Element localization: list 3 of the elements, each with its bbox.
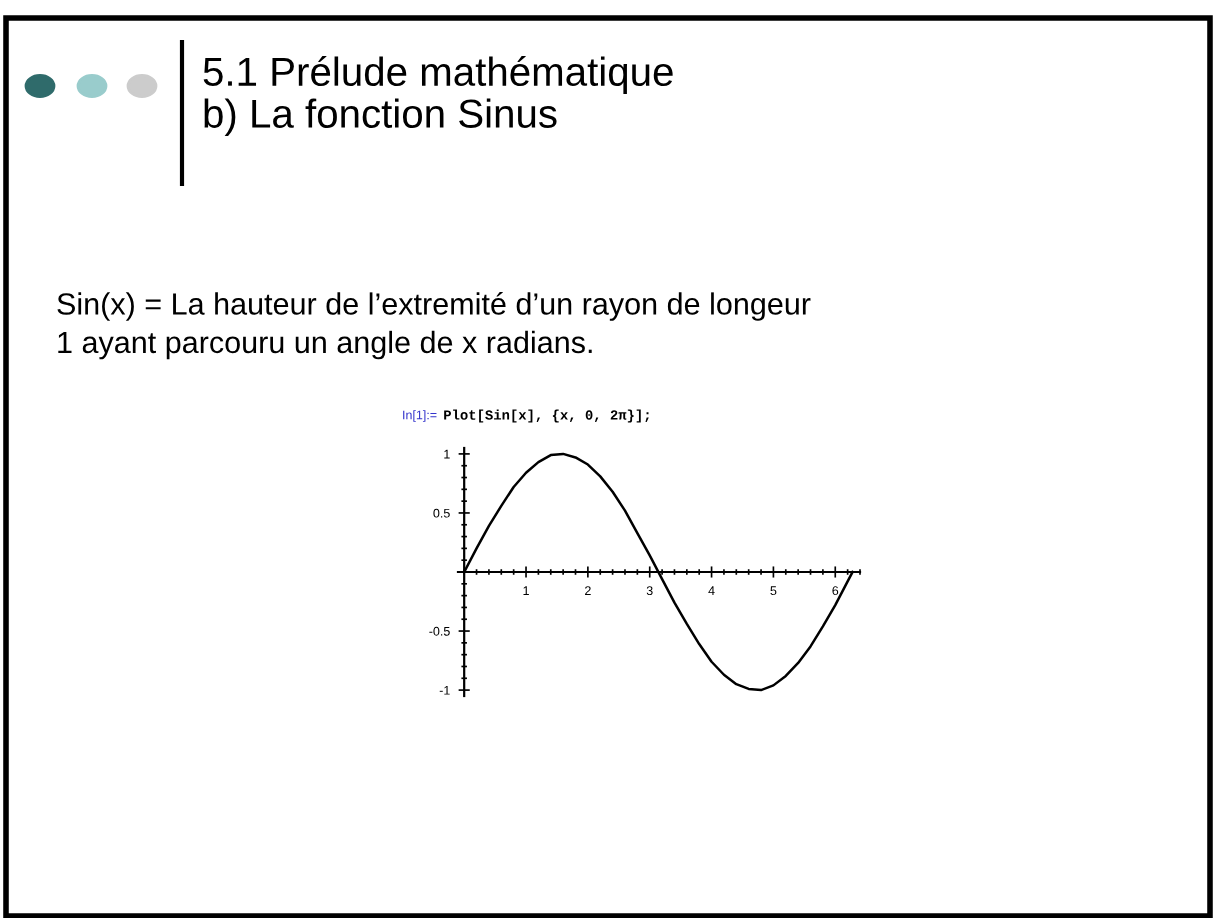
line-series: [462, 452, 854, 692]
chart-subtitle: Sin(x) = La hauteur de l’extremité d’un rayon de longeur 1 ayant parcouru un angle de x radians.: [57, 292, 811, 360]
chart-title: 5.1 Prélude mathématique b) La fonction Sinus: [203, 56, 673, 136]
